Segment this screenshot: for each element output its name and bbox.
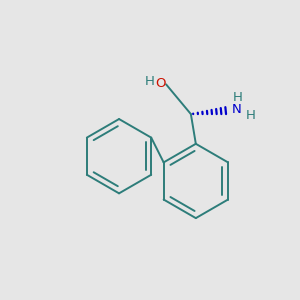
Text: O: O: [155, 76, 166, 90]
Text: H: H: [233, 92, 243, 104]
Text: H: H: [245, 109, 255, 122]
Text: N: N: [232, 103, 242, 116]
Text: H: H: [145, 75, 155, 88]
